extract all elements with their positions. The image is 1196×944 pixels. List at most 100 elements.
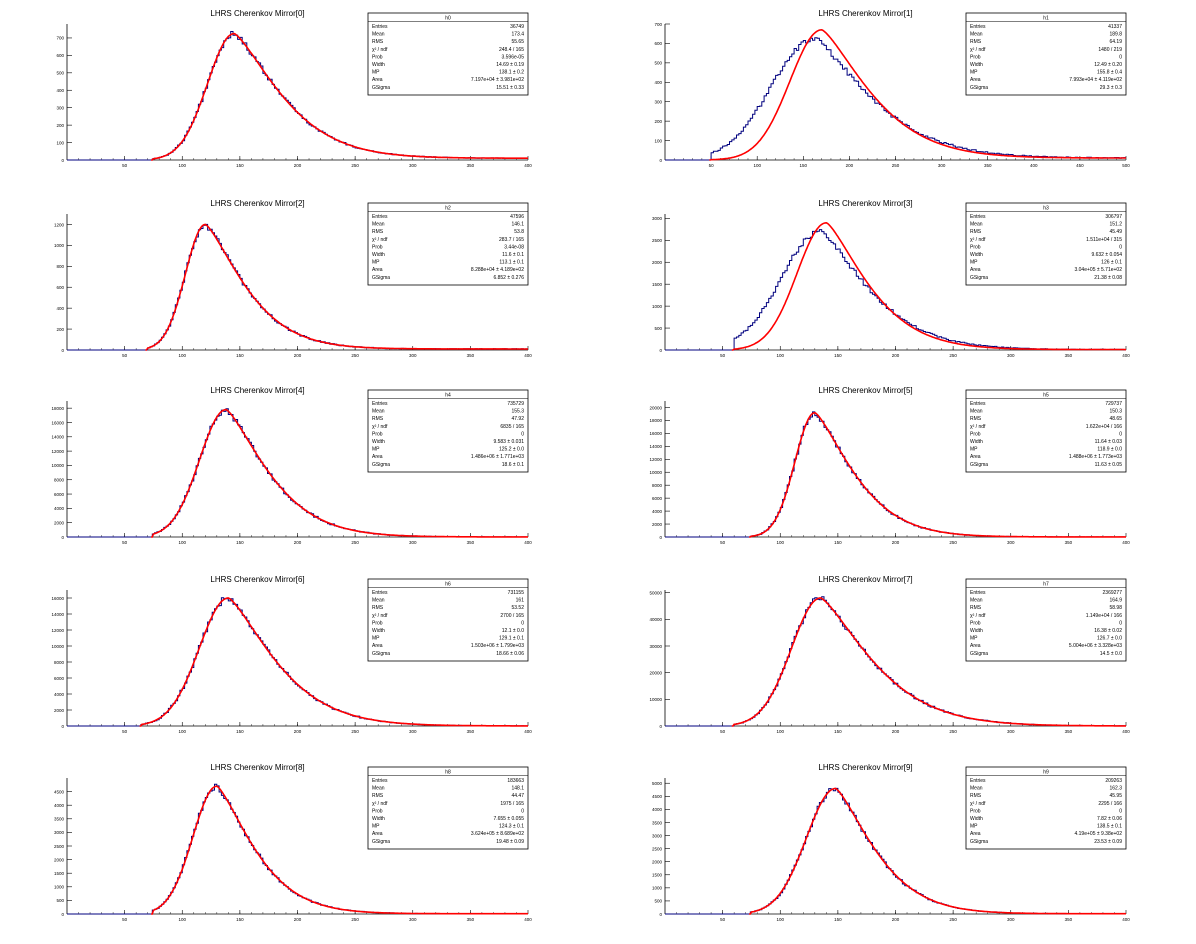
x-tick-label: 500 (1122, 163, 1130, 168)
stats-label: Prob (372, 431, 383, 437)
stats-value: 118.9 ± 0.0 (1097, 447, 1122, 453)
y-tick-label: 10000 (51, 644, 64, 649)
y-tick-label: 200 (56, 123, 64, 128)
stats-label: Prob (970, 54, 981, 60)
panel-title: LHRS Cherenkov Mirror[5] (818, 386, 912, 395)
stats-label: Prob (970, 808, 981, 814)
stats-value: 45.49 (1109, 229, 1122, 235)
y-tick-label: 14000 (51, 435, 64, 440)
x-tick-label: 100 (753, 163, 761, 168)
stats-value: 11.6 ± 0.1 (502, 252, 524, 258)
x-tick-label: 100 (776, 353, 784, 358)
panel-title: LHRS Cherenkov Mirror[6] (210, 575, 304, 584)
stats-value: 124.3 ± 0.1 (499, 824, 524, 830)
y-tick-label: 500 (56, 71, 64, 76)
y-tick-label: 1000 (652, 886, 663, 891)
x-tick-label: 200 (846, 163, 854, 168)
y-tick-label: 1500 (652, 282, 663, 287)
panel-title: LHRS Cherenkov Mirror[4] (210, 386, 304, 395)
y-tick-label: 0 (659, 158, 662, 163)
x-tick-label: 400 (524, 353, 532, 358)
stats-value: 113.1 ± 0.1 (499, 260, 524, 266)
x-tick-label: 150 (834, 353, 842, 358)
stats-value: 21.38 ± 0.08 (1094, 275, 1122, 281)
stats-label: Mean (372, 32, 385, 38)
x-tick-label: 150 (236, 163, 244, 168)
stats-label: Entries (372, 401, 388, 407)
y-tick-label: 10000 (51, 463, 64, 468)
x-tick-label: 50 (122, 163, 128, 168)
y-tick-label: 400 (56, 88, 64, 93)
fit-curve (731, 221, 1126, 351)
y-tick-label: 0 (61, 158, 64, 163)
stats-value: 16.38 ± 0.02 (1094, 628, 1122, 634)
y-tick-label: 4500 (652, 794, 663, 799)
stats-value: 29.3 ± 0.3 (1100, 85, 1122, 91)
y-tick-label: 6000 (54, 676, 65, 681)
stats-label: Mean (372, 598, 385, 604)
x-tick-label: 350 (1065, 917, 1073, 922)
stats-label: RMS (372, 416, 384, 422)
y-tick-label: 3000 (652, 833, 663, 838)
y-tick-label: 200 (654, 119, 662, 124)
x-tick-label: 150 (236, 353, 244, 358)
y-tick-label: 8000 (54, 660, 65, 665)
y-tick-label: 300 (56, 105, 64, 110)
stats-label: RMS (372, 793, 384, 799)
fit-curve (151, 408, 528, 538)
x-tick-label: 350 (1065, 540, 1073, 545)
stats-label: Mean (970, 786, 983, 792)
fit-curve (731, 597, 1126, 727)
stats-value: 47596 (510, 214, 524, 220)
y-tick-label: 200 (56, 327, 64, 332)
stats-value: 729737 (1105, 401, 1122, 407)
stats-label: Entries (372, 778, 388, 784)
stats-value: 41337 (1108, 24, 1122, 30)
x-tick-label: 300 (1007, 540, 1015, 545)
y-tick-label: 1000 (54, 885, 65, 890)
y-tick-label: 500 (654, 899, 662, 904)
stats-label: MP (970, 447, 978, 453)
histogram-panel: LHRS Cherenkov Mirror[3] 50 100 150 200 250 30… (652, 199, 1130, 358)
stats-value: 173.4 (511, 32, 524, 38)
stats-value: 735729 (507, 401, 524, 407)
stats-box (965, 766, 1127, 850)
x-tick-label: 100 (178, 540, 186, 545)
panel-title: LHRS Cherenkov Mirror[7] (818, 575, 912, 584)
stats-label: Area (372, 77, 383, 83)
stats-value: 125.2 ± 0.0 (499, 447, 524, 453)
stats-value: 9.583 ± 0.031 (493, 439, 524, 445)
x-tick-label: 300 (409, 353, 417, 358)
y-tick-label: 0 (659, 348, 662, 353)
stats-label: Mean (970, 222, 983, 228)
stats-value: 2700 / 165 (500, 613, 524, 619)
panel-title: LHRS Cherenkov Mirror[1] (818, 9, 912, 18)
y-tick-label: 6000 (652, 496, 663, 501)
x-tick-label: 250 (351, 540, 359, 545)
stats-value: 23.53 ± 0.09 (1094, 839, 1122, 845)
y-tick-label: 18000 (51, 406, 64, 411)
stats-label: Entries (970, 401, 986, 407)
stats-label: RMS (970, 605, 982, 611)
stats-value: 148.1 (511, 786, 524, 792)
stats-label: GSigma (372, 651, 390, 657)
x-tick-label: 400 (1122, 729, 1130, 734)
stats-value: 15.51 ± 0.33 (496, 85, 524, 91)
x-tick-label: 300 (1007, 729, 1015, 734)
stats-label: Width (372, 628, 385, 634)
stats-value: 0 (1119, 620, 1122, 626)
y-tick-label: 0 (61, 348, 64, 353)
stats-value: 3.44e-08 (504, 244, 524, 250)
stats-value: 283.7 / 165 (499, 237, 524, 243)
y-tick-label: 100 (654, 138, 662, 143)
stats-label: Entries (970, 24, 986, 30)
y-tick-label: 600 (56, 53, 64, 58)
x-tick-label: 150 (834, 917, 842, 922)
stats-value: 1480 / 219 (1098, 47, 1122, 53)
stats-value: 0 (1119, 54, 1122, 60)
panel-title: LHRS Cherenkov Mirror[0] (210, 9, 304, 18)
y-tick-label: 700 (654, 22, 662, 27)
x-tick-label: 350 (467, 729, 475, 734)
x-tick-label: 200 (892, 353, 900, 358)
stats-label: Mean (372, 409, 385, 415)
